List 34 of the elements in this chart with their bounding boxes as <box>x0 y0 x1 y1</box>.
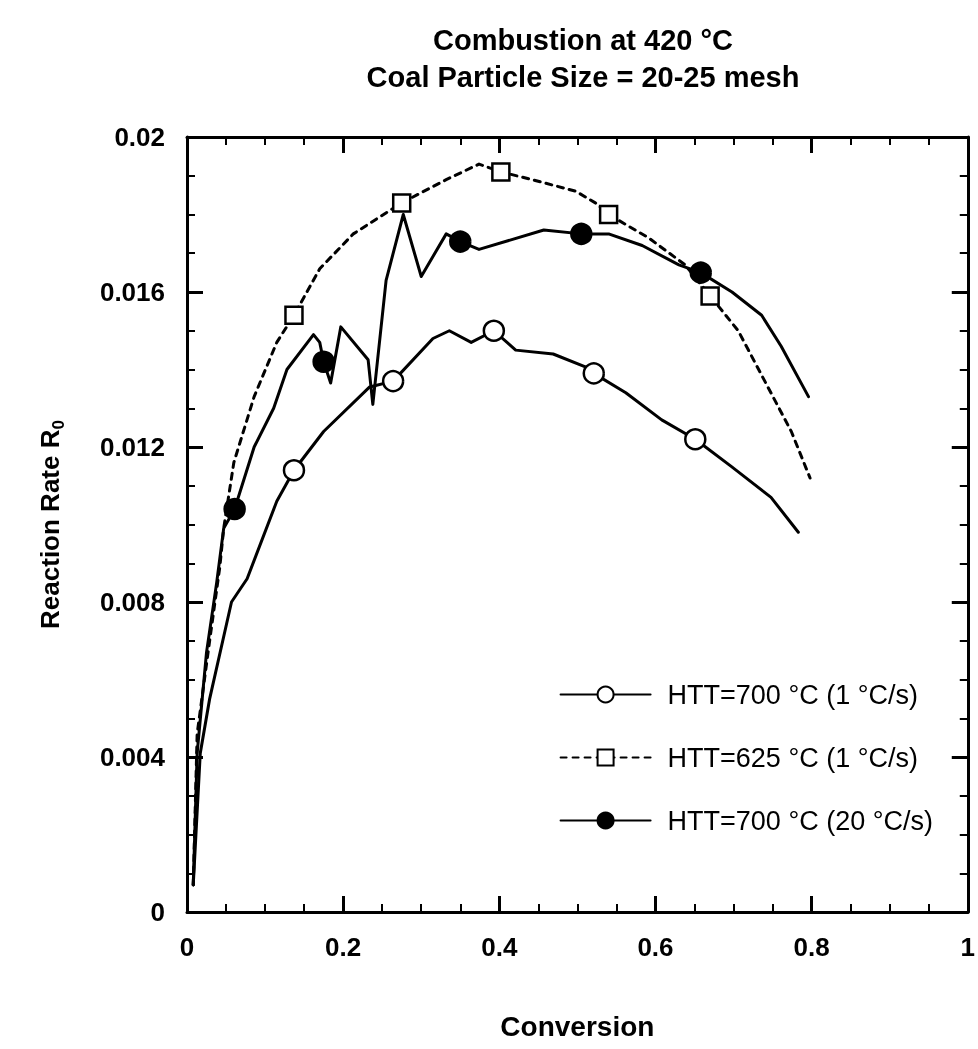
y-tick-label: 0 <box>150 897 165 927</box>
y-tick-label: 0.008 <box>99 587 165 617</box>
y-tick-label: 0.004 <box>99 742 166 772</box>
point <box>284 305 304 325</box>
x-tick-label: 0.6 <box>637 932 674 962</box>
point <box>689 261 712 284</box>
y-tick-label: 0.02 <box>114 122 165 152</box>
x-tick-label: 1 <box>960 932 975 962</box>
point <box>684 428 707 451</box>
point <box>582 362 606 385</box>
x-tick-label: 0.4 <box>481 932 518 962</box>
point <box>700 286 720 306</box>
x-tick-label: 0.2 <box>325 932 362 962</box>
y-tick-label: 0.016 <box>99 277 165 307</box>
chart-subtitle: Coal Particle Size = 20-25 mesh <box>366 60 800 93</box>
legend-label: HTT=700 °C (20 °C/s) <box>667 805 934 836</box>
point <box>312 350 335 373</box>
point <box>491 162 511 182</box>
legend-label: HTT=625 °C (1 °C/s) <box>667 742 918 773</box>
point <box>598 204 619 225</box>
point <box>282 459 306 482</box>
legend-label: HTT=700 °C (1 °C/s) <box>667 679 918 710</box>
point <box>391 193 412 213</box>
point <box>570 222 593 246</box>
point <box>223 497 246 521</box>
x-axis-title: Conversion <box>500 1010 655 1042</box>
y-axis-title: Reaction Rate R0 <box>34 420 68 629</box>
point <box>381 369 405 393</box>
y-tick-label: 0.012 <box>99 432 165 462</box>
point <box>482 319 506 342</box>
chart-title: Combustion at 420 °C <box>432 23 734 56</box>
x-tick-label: 0 <box>179 932 195 962</box>
point <box>449 230 472 253</box>
x-tick-label: 0.8 <box>793 932 830 962</box>
